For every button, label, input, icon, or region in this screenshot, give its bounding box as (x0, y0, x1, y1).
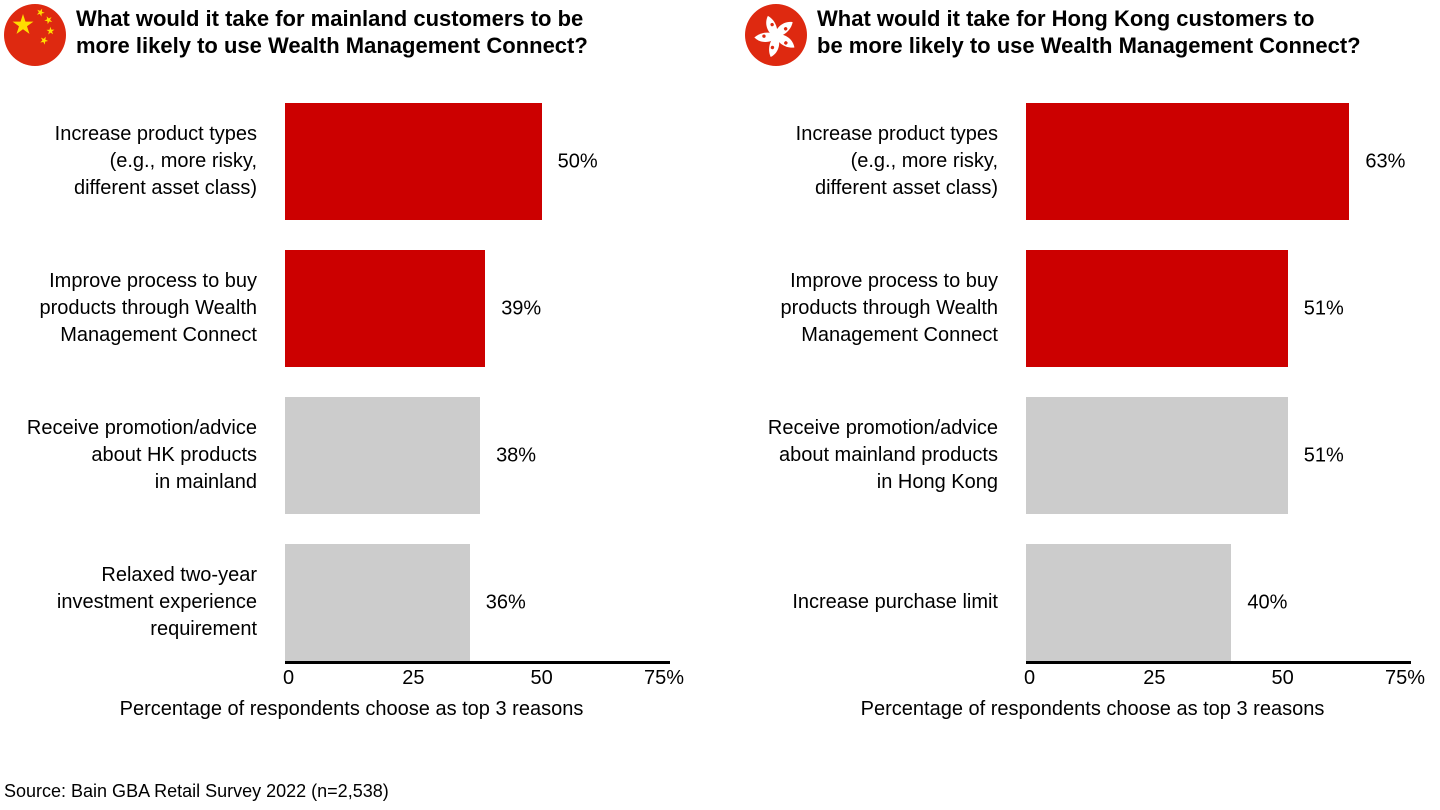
bar-plot-area: 51% (1026, 397, 1411, 514)
hong-kong-flag-icon (745, 4, 807, 66)
value-label: 40% (1247, 591, 1288, 613)
category-label: Receive promotion/advice about mainland … (767, 417, 998, 493)
value-label: 39% (501, 297, 542, 319)
bar-row: Improve process to buy products through … (745, 250, 1440, 367)
bar-row: Relaxed two-year investment experience r… (4, 544, 699, 661)
bar-plot-area: 38% (285, 397, 670, 514)
chart-mainland-section: What would it take for mainland customer… (4, 3, 699, 721)
bar-row: Increase purchase limit 40% (745, 544, 1440, 661)
category-label: Improve process to buy products through … (780, 270, 998, 346)
bar (1026, 250, 1288, 367)
chart-mainland-header: What would it take for mainland customer… (4, 3, 699, 69)
chart-hongkong-section: What would it take for Hong Kong custome… (745, 3, 1440, 721)
axis-tick: 75% (644, 667, 685, 689)
bar-row: Receive promotion/advice about HK produc… (4, 397, 699, 514)
source-note: Source: Bain GBA Retail Survey 2022 (n=2… (4, 781, 389, 801)
bar (285, 544, 470, 661)
bar-row: Receive promotion/advice about mainland … (745, 397, 1440, 514)
axis-tick: 50 (530, 667, 553, 689)
value-label: 51% (1303, 297, 1344, 319)
x-axis: 0 25 50 75% (1024, 661, 1425, 692)
bar-plot-area: 39% (285, 250, 670, 367)
x-axis-title: Percentage of respondents choose as top … (119, 698, 584, 720)
bar (285, 397, 481, 514)
chart-hongkong-header: What would it take for Hong Kong custome… (745, 3, 1440, 69)
category-label: Increase product types (e.g., more risky… (54, 123, 257, 199)
bar-plot-area: 36% (285, 544, 670, 661)
x-axis-title: Percentage of respondents choose as top … (860, 698, 1325, 720)
category-label: Relaxed two-year investment experience r… (56, 564, 257, 640)
chart-hongkong-title: What would it take for Hong Kong custome… (817, 6, 1361, 58)
axis-tick: 75% (1385, 667, 1426, 689)
axis-tick: 25 (402, 667, 425, 689)
category-label: Improve process to buy products through … (39, 270, 257, 346)
chart-mainland-title: What would it take for mainland customer… (76, 6, 588, 58)
axis-tick: 25 (1143, 667, 1166, 689)
china-flag-icon (4, 4, 66, 66)
axis-tick: 0 (283, 667, 295, 689)
bar-row: Increase product types (e.g., more risky… (745, 103, 1440, 220)
chart-mainland-bars: Increase product types (e.g., more risky… (4, 103, 699, 661)
bar-row: Increase product types (e.g., more risky… (4, 103, 699, 220)
bar (1026, 397, 1288, 514)
category-label: Increase product types (e.g., more risky… (795, 123, 998, 199)
bar-plot-area: 51% (1026, 250, 1411, 367)
bar (285, 250, 486, 367)
value-label: 36% (485, 591, 526, 613)
x-axis: 0 25 50 75% (283, 661, 684, 692)
category-label: Receive promotion/advice about HK produc… (26, 417, 257, 493)
value-label: 38% (496, 444, 537, 466)
bar (1026, 103, 1350, 220)
bar-plot-area: 63% (1026, 103, 1411, 220)
category-label: Increase purchase limit (792, 591, 998, 613)
bar-row: Improve process to buy products through … (4, 250, 699, 367)
value-label: 51% (1303, 444, 1344, 466)
chart-columns: What would it take for mainland customer… (4, 3, 1440, 721)
bar (1026, 544, 1232, 661)
value-label: 63% (1365, 150, 1406, 172)
axis-tick: 0 (1024, 667, 1036, 689)
bar-plot-area: 40% (1026, 544, 1411, 661)
axis-tick: 50 (1271, 667, 1294, 689)
bar-plot-area: 50% (285, 103, 670, 220)
value-label: 50% (557, 150, 598, 172)
bar (285, 103, 542, 220)
chart-hongkong-bars: Increase product types (e.g., more risky… (745, 103, 1440, 661)
